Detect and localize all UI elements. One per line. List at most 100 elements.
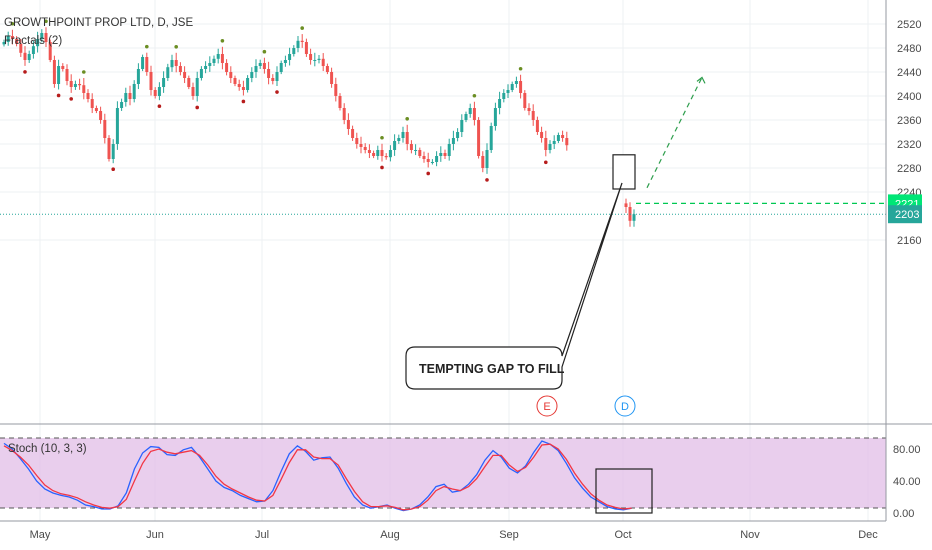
candle-body[interactable] [380, 150, 384, 156]
candle-body[interactable] [132, 84, 136, 99]
candle-body[interactable] [103, 120, 107, 138]
candle-body[interactable] [195, 78, 199, 96]
candle-body[interactable] [477, 120, 481, 156]
candle-body[interactable] [120, 102, 124, 108]
candle-body[interactable] [94, 108, 98, 111]
candle-body[interactable] [65, 69, 69, 81]
candle-body[interactable] [325, 66, 329, 72]
candle-body[interactable] [115, 108, 119, 144]
indicator-label-stoch[interactable]: Stoch (10, 3, 3) [8, 443, 87, 455]
candle-body[interactable] [6, 36, 10, 42]
candle-body[interactable] [107, 138, 111, 159]
candle-body[interactable] [162, 78, 166, 87]
candle-body[interactable] [2, 42, 6, 45]
candle-body[interactable] [422, 156, 426, 159]
candle-body[interactable] [292, 48, 296, 54]
candle-body[interactable] [456, 132, 460, 138]
candle-body[interactable] [296, 40, 300, 48]
candle-body[interactable] [246, 78, 250, 90]
candle-body[interactable] [519, 81, 523, 93]
candle-body[interactable] [111, 144, 115, 159]
candle-body[interactable] [359, 144, 363, 147]
candle-body[interactable] [556, 135, 560, 141]
candle-body[interactable] [351, 129, 355, 138]
candle-body[interactable] [19, 43, 23, 53]
candle-body[interactable] [48, 42, 52, 60]
candle-body[interactable] [166, 67, 170, 78]
candle-body[interactable] [418, 150, 422, 156]
candle-body[interactable] [363, 147, 367, 150]
candle-body[interactable] [552, 141, 556, 144]
candle-body[interactable] [565, 138, 569, 146]
candle-body[interactable] [300, 40, 304, 42]
candle-body[interactable] [510, 84, 514, 90]
candle-body[interactable] [481, 156, 485, 168]
candle-body[interactable] [540, 132, 544, 138]
candle-body[interactable] [124, 93, 128, 102]
candle-body[interactable] [82, 85, 86, 93]
candle-body[interactable] [401, 132, 405, 138]
candle-body[interactable] [443, 153, 447, 156]
candle-body[interactable] [212, 58, 216, 63]
candle-body[interactable] [405, 132, 409, 144]
candle-body[interactable] [514, 81, 518, 84]
candle-body[interactable] [472, 108, 476, 120]
candle-body[interactable] [279, 63, 283, 72]
candle-body[interactable] [346, 120, 350, 129]
candle-body[interactable] [199, 69, 203, 78]
candle-body[interactable] [502, 93, 506, 99]
candle-body[interactable] [372, 153, 376, 156]
candle-body[interactable] [241, 87, 245, 90]
candle-body[interactable] [409, 144, 413, 150]
candle-body[interactable] [157, 87, 161, 96]
candle-body[interactable] [527, 108, 531, 111]
candle-body[interactable] [40, 33, 44, 39]
candle-body[interactable] [170, 60, 174, 68]
candle-body[interactable] [531, 111, 535, 120]
candle-body[interactable] [393, 141, 397, 150]
candle-body[interactable] [376, 150, 380, 156]
candle-body[interactable] [220, 54, 224, 63]
candle-body[interactable] [250, 72, 254, 78]
indicator-label-fractals[interactable]: Fractals (2) [4, 35, 62, 47]
candle-body[interactable] [460, 120, 464, 132]
candle-body[interactable] [262, 63, 266, 69]
candle-body[interactable] [174, 60, 178, 66]
candle-body[interactable] [397, 138, 401, 141]
candle-body[interactable] [208, 63, 212, 66]
candle-body[interactable] [61, 66, 65, 69]
candle-body[interactable] [632, 214, 636, 221]
candle-body[interactable] [489, 126, 493, 150]
candle-body[interactable] [535, 120, 539, 132]
candle-body[interactable] [178, 66, 182, 72]
candle-body[interactable] [288, 54, 292, 60]
candle-body[interactable] [388, 150, 392, 158]
candle-body[interactable] [69, 81, 73, 87]
candle-body[interactable] [447, 144, 451, 156]
candle-body[interactable] [225, 63, 229, 72]
candle-body[interactable] [90, 99, 94, 108]
candle-body[interactable] [485, 150, 489, 168]
candle-body[interactable] [237, 84, 241, 87]
candle-body[interactable] [254, 66, 258, 72]
candle-body[interactable] [99, 111, 103, 120]
candle-body[interactable] [86, 93, 90, 99]
candle-body[interactable] [57, 66, 61, 84]
candle-body[interactable] [498, 99, 502, 108]
candle-body[interactable] [523, 93, 527, 108]
candle-body[interactable] [468, 108, 472, 114]
candle-body[interactable] [493, 108, 497, 126]
candle-body[interactable] [10, 36, 14, 39]
candle-body[interactable] [233, 78, 237, 84]
candle-body[interactable] [321, 58, 325, 66]
candle-body[interactable] [338, 96, 342, 108]
candle-body[interactable] [141, 57, 145, 69]
candle-body[interactable] [27, 54, 31, 60]
candle-body[interactable] [304, 42, 308, 54]
candle-body[interactable] [309, 54, 313, 60]
candle-body[interactable] [342, 108, 346, 120]
candle-body[interactable] [136, 69, 140, 84]
candle-body[interactable] [52, 60, 56, 84]
candle-body[interactable] [78, 84, 82, 86]
